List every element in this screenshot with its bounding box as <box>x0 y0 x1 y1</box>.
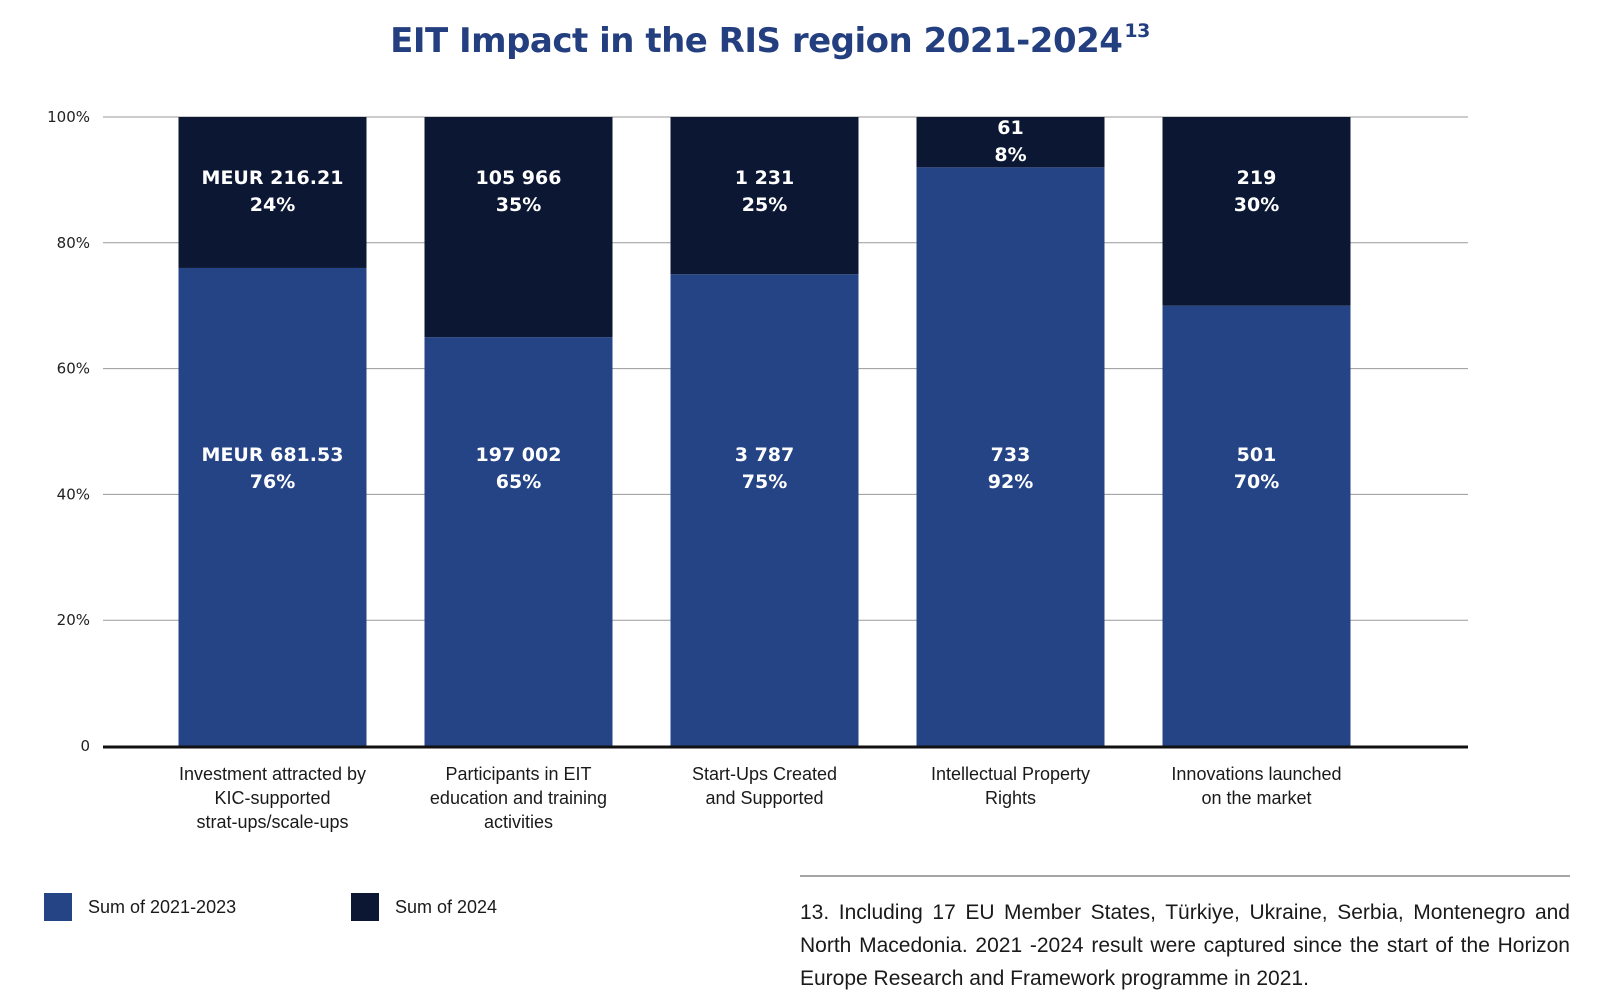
y-tick-label: 20% <box>57 611 90 629</box>
x-category-label-line: Investment attracted by <box>179 764 366 784</box>
x-category-label: Intellectual Property Rights <box>931 764 1090 808</box>
x-category-label-line: activities <box>484 812 553 832</box>
bar-segment-2021-2023 <box>178 267 367 746</box>
data-label-value: 61 <box>997 117 1023 139</box>
data-label-value: 219 <box>1237 167 1277 189</box>
bar-segment-2021-2023 <box>424 337 613 746</box>
x-category-label-line: education and training <box>430 788 607 808</box>
legend-item-2021-2023: Sum of 2021-2023 <box>44 893 236 921</box>
data-label-percent: 25% <box>742 194 787 216</box>
data-label-value: 197 002 <box>476 444 562 466</box>
x-category-label-line: Rights <box>985 788 1036 808</box>
bar-segment-2021-2023 <box>670 274 859 746</box>
data-label-percent: 8% <box>994 144 1026 166</box>
x-axis: Investment attracted by KIC-supported stra… <box>103 745 1468 832</box>
bar-segment-2021-2023 <box>1162 305 1351 746</box>
legend-label-2024: Sum of 2024 <box>395 896 498 917</box>
data-label-value: MEUR 681.53 <box>202 444 344 466</box>
legend-label-2021-2023: Sum of 2021-2023 <box>88 896 237 917</box>
y-tick-label: 100% <box>47 108 90 126</box>
data-label-percent: 65% <box>496 471 541 493</box>
data-labels: MEUR 681.53 76% MEUR 216.21 24% 197 002 65% 10… <box>202 117 1280 493</box>
footnote-text: 13. Including 17 EU Member States, Türki… <box>800 901 1570 990</box>
bar-segment-2024 <box>1162 117 1351 306</box>
data-label-percent: 35% <box>496 194 541 216</box>
x-category-label: Participants in EIT education and trainin… <box>430 764 607 832</box>
y-tick-label: 0 <box>80 737 90 755</box>
data-label-value: MEUR 216.21 <box>202 167 344 189</box>
stacked-bar-chart: 0 20% 40% 60% 80% 100% MEUR 681.53 76% MEUR 216… <box>47 108 1468 832</box>
bar-segment-2024 <box>178 117 367 268</box>
y-tick-label: 40% <box>57 485 90 503</box>
data-label-value: 1 231 <box>735 167 795 189</box>
data-label-value: 733 <box>991 444 1031 466</box>
x-category-label-line: Participants in EIT <box>445 764 591 784</box>
bar-segment-2024 <box>670 117 859 275</box>
y-tick-label: 60% <box>57 360 90 378</box>
x-category-label-line: on the market <box>1201 788 1311 808</box>
y-axis: 0 20% 40% 60% 80% 100% <box>47 108 90 755</box>
bar-segment-2024 <box>916 117 1105 168</box>
legend-item-2024: Sum of 2024 <box>351 893 497 921</box>
data-label-value: 105 966 <box>476 167 562 189</box>
bars <box>178 117 1351 746</box>
data-label-value: 501 <box>1237 444 1277 466</box>
data-label-percent: 30% <box>1234 194 1279 216</box>
data-label-percent: 70% <box>1234 471 1279 493</box>
x-category-label: Innovations launched on the market <box>1171 764 1341 808</box>
y-tick-label: 80% <box>57 234 90 252</box>
x-category-label-line: KIC-supported <box>214 788 330 808</box>
data-label-percent: 24% <box>250 194 295 216</box>
x-category-label-line: Intellectual Property <box>931 764 1090 784</box>
data-label-percent: 92% <box>988 471 1033 493</box>
chart-title: EIT Impact in the RIS region 2021-2024 13 <box>0 20 1540 61</box>
x-category-label-line: and Supported <box>705 788 823 808</box>
x-category-label: Investment attracted by KIC-supported stra… <box>179 764 366 832</box>
footnote-reference: 13 <box>1124 20 1150 42</box>
bar-segment-2021-2023 <box>916 167 1105 746</box>
x-category-label-line: Start-Ups Created <box>692 764 837 784</box>
chart-title-text: EIT Impact in the RIS region 2021-2024 <box>390 21 1123 61</box>
bar-segment-2024 <box>424 117 613 338</box>
x-category-label: Start-Ups Created and Supported <box>692 764 837 808</box>
data-label-value: 3 787 <box>735 444 795 466</box>
data-label-percent: 76% <box>250 471 295 493</box>
legend-swatch-2021-2023 <box>44 893 72 921</box>
legend-swatch-2024 <box>351 893 379 921</box>
footnote-divider <box>800 875 1570 877</box>
x-category-label-line: Innovations launched <box>1171 764 1341 784</box>
data-label-percent: 75% <box>742 471 787 493</box>
x-category-label-line: strat-ups/scale-ups <box>196 812 348 832</box>
